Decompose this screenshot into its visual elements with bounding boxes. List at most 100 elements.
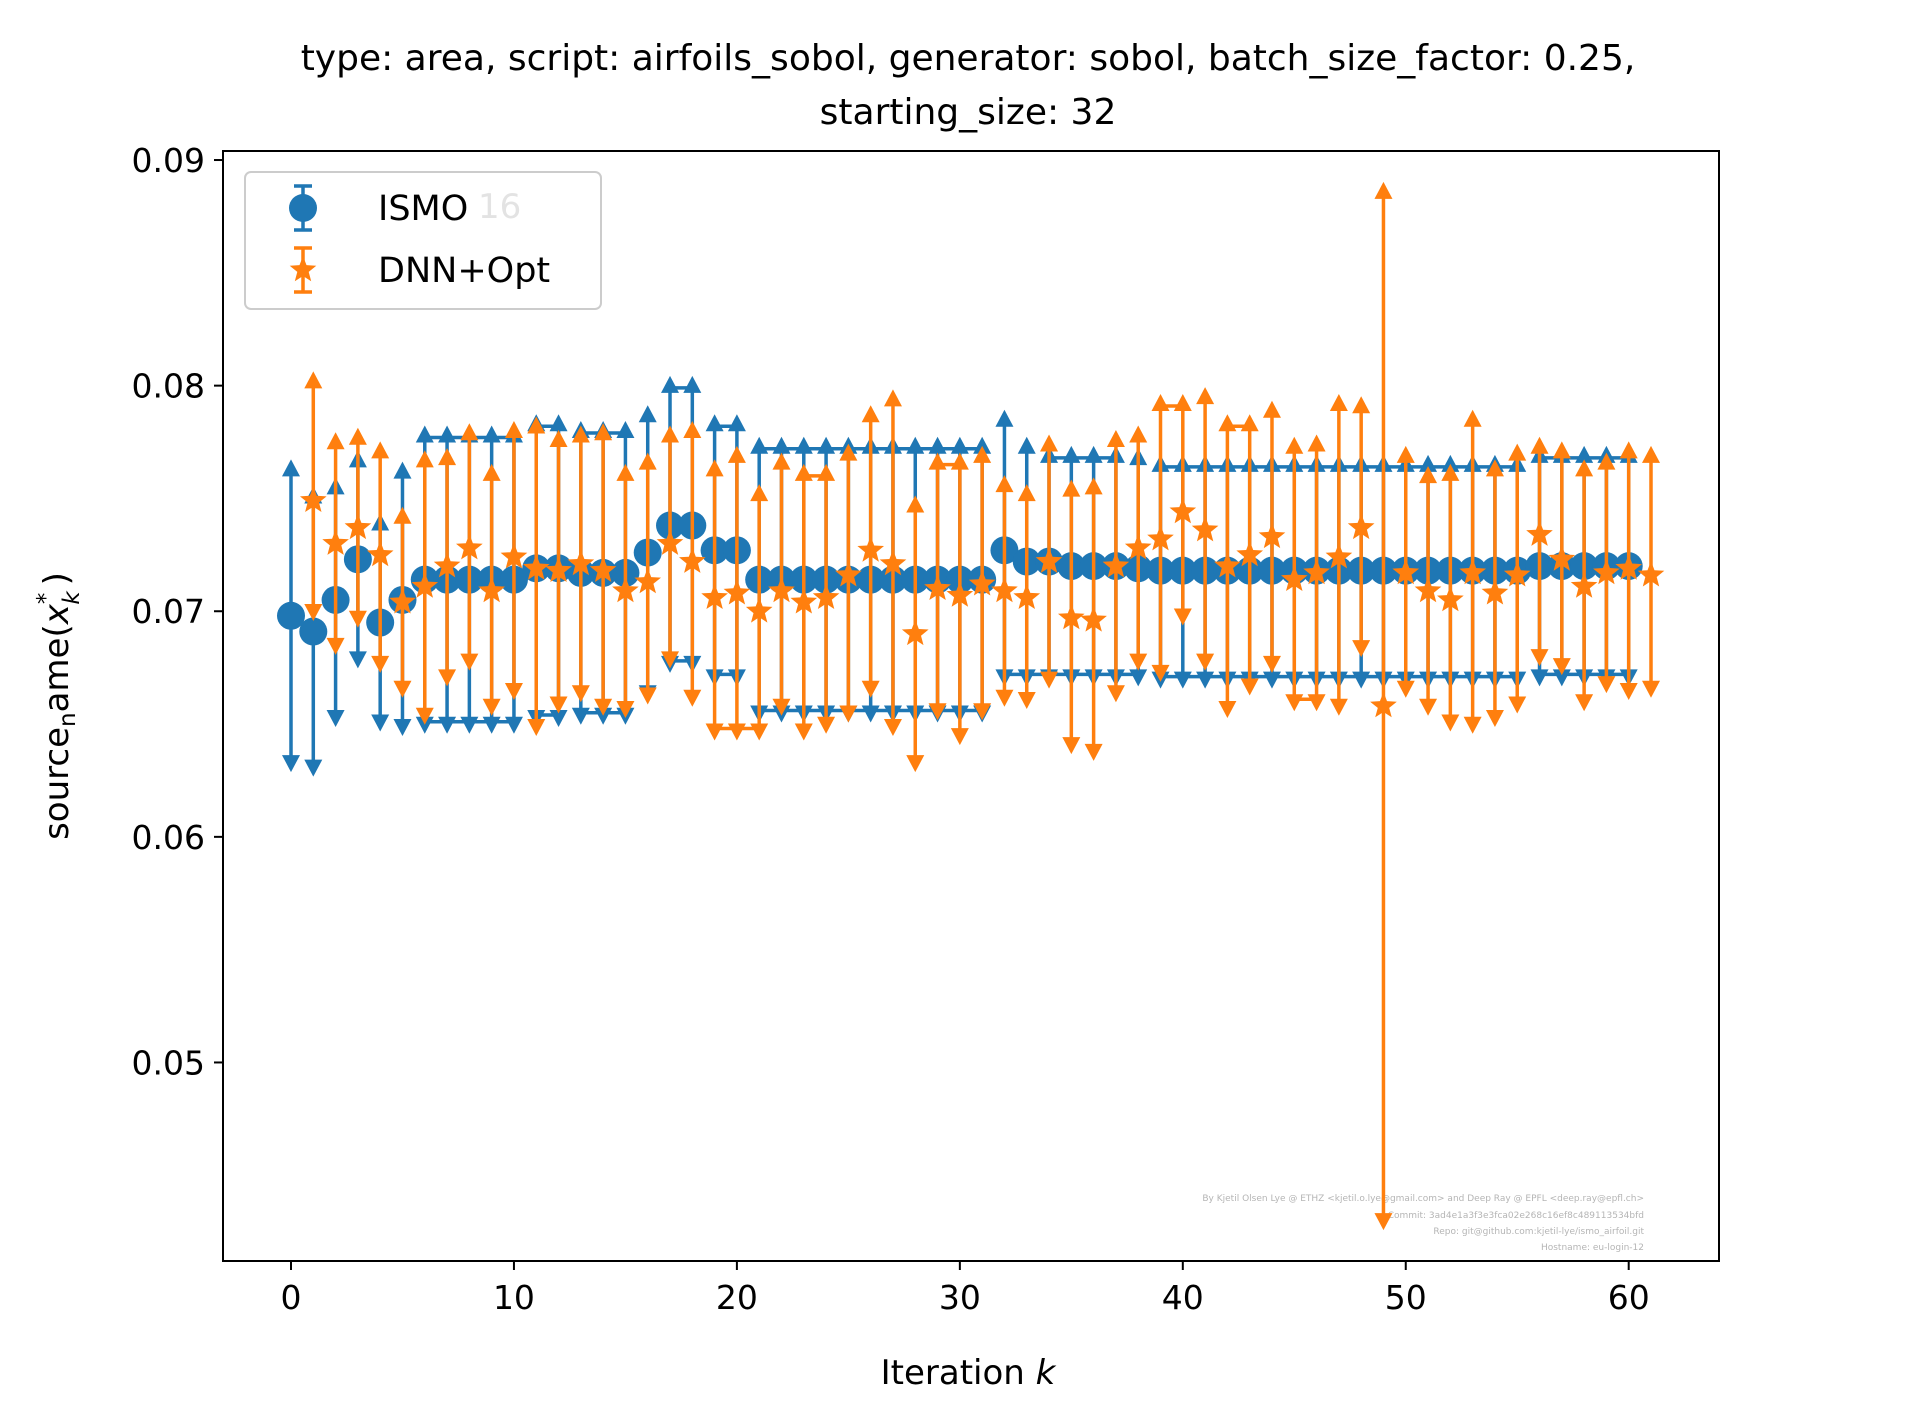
error-cap-upper [571,425,590,443]
error-cap-lower [549,710,568,728]
error-cap-upper [1530,436,1549,454]
error-cap-upper [661,375,680,393]
error-cap-lower [727,723,746,741]
data-point [567,549,595,576]
error-cap-upper [1129,425,1148,443]
data-point [946,581,974,607]
error-cap-lower [1597,676,1616,694]
error-cap-upper [1619,441,1638,459]
y-tick-label: 0.08 [132,367,205,406]
data-point [723,579,751,605]
error-cap-upper [861,405,880,423]
data-point [1035,547,1063,573]
data-point [277,601,305,630]
data-point [1258,522,1286,549]
error-cap-lower [504,716,523,734]
data-point [1281,565,1308,591]
error-cap-lower [1262,671,1281,689]
error-cap-upper [705,459,724,477]
error-cap-lower [1530,669,1549,687]
error-cap-upper [1240,414,1259,432]
error-cap-upper [1084,445,1103,463]
error-cap-lower [1642,680,1660,698]
error-cap-upper [950,452,969,470]
data-point [456,534,483,560]
error-cap-lower [460,716,479,734]
y-tick-label: 0.07 [132,592,205,631]
error-cap-upper [839,443,858,461]
legend-dnn-opt-marker [289,246,317,294]
error-cap-upper [1017,436,1036,454]
error-cap-lower [1329,698,1348,716]
series-dnn-opt [300,181,1665,1231]
y-axis-label-var-sub: k [59,590,85,605]
error-cap-lower [750,723,769,741]
y-tick-label: 0.06 [132,818,205,857]
error-cap-upper [549,414,568,432]
data-point [1370,692,1397,718]
error-cap-lower [705,723,724,741]
error-cap-lower [1307,694,1326,712]
y-axis-label-var-sup: * [33,593,59,605]
error-cap-upper [705,414,724,432]
data-point [1236,540,1263,567]
error-cap-upper [460,423,479,441]
watermark-line-2: Commit: 3ad4e1a3f3e3fca02e268c16ef8c4891… [1388,1211,1644,1221]
error-cap-lower [1396,680,1415,698]
legend-ghost-text: 16 [478,187,521,227]
error-cap-lower [348,610,367,628]
error-cap-lower [861,705,880,723]
error-cap-upper [950,436,969,454]
data-point [745,597,773,623]
error-cap-lower [1106,685,1125,703]
data-point [901,619,929,646]
error-cap-upper [438,425,457,443]
y-tick-label: 0.05 [132,1043,205,1082]
watermark-line-3: Repo: git@github.com:kjetil-lye/ismo_air… [1433,1227,1644,1237]
data-point [656,529,684,555]
error-cap-upper [1441,463,1460,481]
error-cap-lower [817,716,836,734]
error-cap-upper [995,409,1014,427]
data-point [1637,561,1665,587]
error-cap-lower [1374,1213,1393,1231]
legend-marker [289,256,317,282]
error-cap-lower [1441,714,1460,732]
error-cap-upper [527,416,546,434]
error-cap-lower [571,685,590,703]
data-point [1481,579,1509,605]
y-axis-label: sourcename(x*k) [33,572,85,840]
error-cap-lower [995,689,1014,707]
error-cap-lower [661,651,680,669]
error-cap-lower [304,759,323,777]
error-cap-lower [1084,743,1103,761]
error-cap-upper [371,441,390,459]
error-cap-lower [1218,701,1237,718]
error-cap-lower [415,707,434,725]
error-cap-upper [1575,445,1594,463]
data-point [1058,604,1085,630]
x-tick-label: 60 [1608,1278,1650,1317]
error-cap-lower [1552,669,1571,687]
y-axis-label-close: ) [37,572,77,585]
error-cap-upper [1419,466,1438,484]
error-cap-upper [794,463,813,481]
y-tick-label: 0.09 [132,141,205,180]
error-cap-lower [527,719,546,737]
data-point [879,549,907,576]
legend: 16 ISMO DNN+Opt [244,171,602,310]
error-cap-lower [482,716,501,734]
data-point [1147,525,1174,551]
x-tick-label: 20 [716,1278,758,1317]
error-cap-lower [1352,671,1371,689]
error-cap-lower [1151,664,1170,682]
error-cap-upper [482,463,501,481]
series-layer [277,181,1665,1231]
error-cap-lower [282,755,300,773]
error-cap-upper [750,484,769,502]
error-cap-lower [1508,696,1527,714]
error-cap-upper [1597,452,1616,470]
error-cap-upper [1552,441,1571,459]
y-axis-label-sub: n [55,712,81,727]
